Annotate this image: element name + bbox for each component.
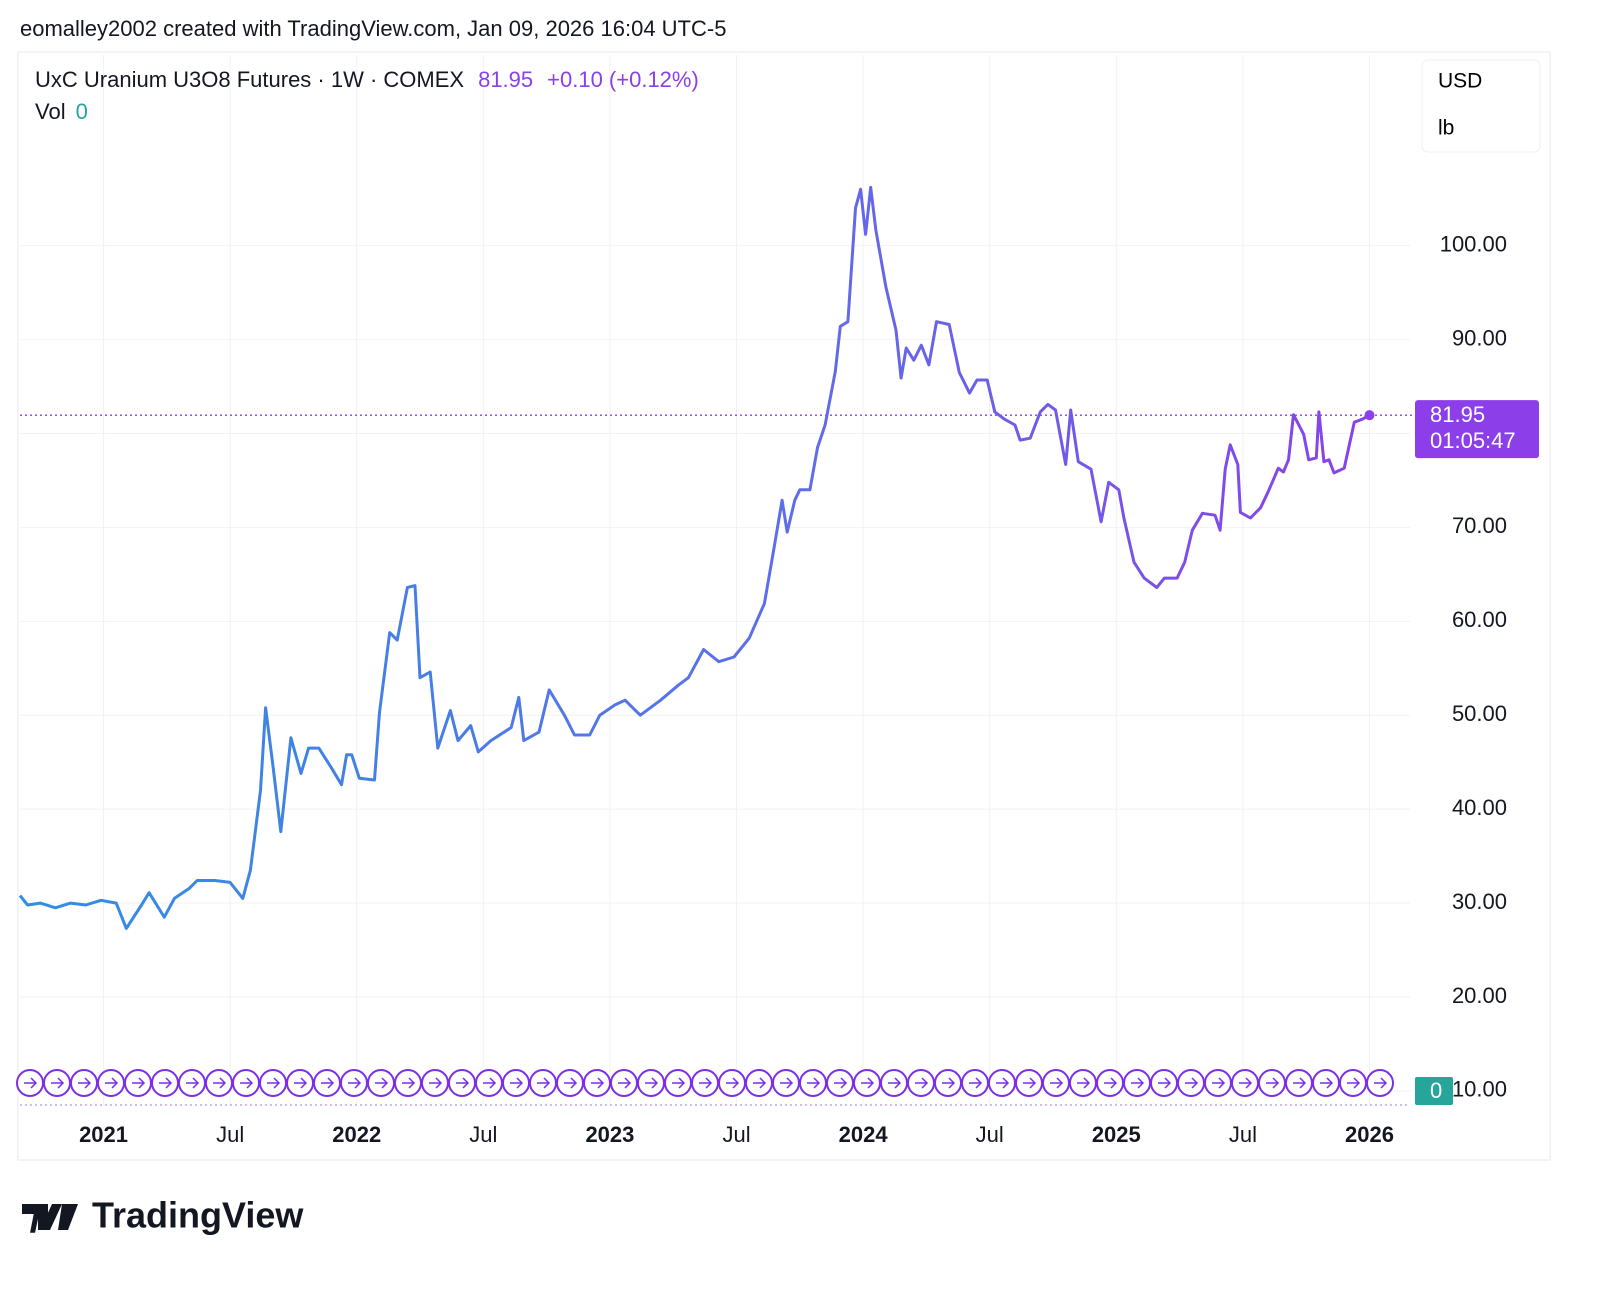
event-arrow [51, 1077, 65, 1089]
logo: TradingView [92, 1195, 304, 1236]
vol-badge-value: 0 [1430, 1078, 1442, 1103]
event-arrow [375, 1077, 389, 1089]
x-tick-label: 2025 [1092, 1122, 1141, 1147]
event-arrow [1158, 1077, 1172, 1089]
event-arrow [1320, 1077, 1334, 1089]
event-arrow [105, 1077, 119, 1089]
y-tick-label: 50.00 [1452, 701, 1507, 726]
event-arrow [1212, 1077, 1226, 1089]
event-arrow [294, 1077, 308, 1089]
event-arrow [1077, 1077, 1091, 1089]
chart-title: UxC Uranium U3O8 Futures · 1W · COMEX 81.… [35, 67, 699, 92]
event-arrow [1023, 1077, 1037, 1089]
event-arrow [591, 1077, 605, 1089]
x-tick-label: 2023 [585, 1122, 634, 1147]
event-arrow [1239, 1077, 1253, 1089]
event-arrow [618, 1077, 632, 1089]
event-arrow [1104, 1077, 1118, 1089]
event-arrow [1374, 1077, 1388, 1089]
chart-frame [17, 51, 1551, 1161]
price-badge [1415, 400, 1539, 459]
event-arrow [537, 1077, 551, 1089]
y-tick-label: 20.00 [1452, 983, 1507, 1008]
event-arrow [969, 1077, 983, 1089]
event-arrow [1293, 1077, 1307, 1089]
event-arrow [807, 1077, 821, 1089]
event-arrow [510, 1077, 524, 1089]
unit[interactable]: lb [1438, 117, 1454, 140]
event-arrow [1185, 1077, 1199, 1089]
price-badge-value: 81.95 [1430, 402, 1485, 427]
event-arrow [888, 1077, 902, 1089]
event-arrow [159, 1077, 173, 1089]
event-arrow [1131, 1077, 1145, 1089]
currency[interactable]: USD [1438, 70, 1482, 93]
vol-legend: Vol 0 [35, 99, 88, 124]
y-tick-label: 90.00 [1452, 325, 1507, 350]
event-arrow [78, 1077, 92, 1089]
event-arrow [942, 1077, 956, 1089]
last-price: 81.95 [478, 67, 533, 92]
y-tick-label: 40.00 [1452, 795, 1507, 820]
event-arrow [240, 1077, 254, 1089]
event-arrow [834, 1077, 848, 1089]
title: UxC Uranium U3O8 Futures · 1W · COMEX [35, 67, 464, 92]
event-arrow [483, 1077, 497, 1089]
event-arrow [780, 1077, 794, 1089]
y-tick-label: 10.00 [1452, 1077, 1507, 1102]
unit-box[interactable] [1421, 59, 1541, 153]
event-arrow [456, 1077, 470, 1089]
x-tick-label: 2022 [332, 1122, 381, 1147]
event-arrow [24, 1077, 38, 1089]
y-tick-label: 100.00 [1440, 231, 1507, 256]
event-arrow [429, 1077, 443, 1089]
event-arrow [564, 1077, 578, 1089]
event-arrow [321, 1077, 335, 1089]
x-tick-label: 2026 [1345, 1122, 1394, 1147]
change: +0.10 (+0.12%) [547, 67, 699, 92]
event-arrow [402, 1077, 416, 1089]
event-arrow [267, 1077, 281, 1089]
event-arrow [132, 1077, 146, 1089]
x-tick-label: 2021 [79, 1122, 128, 1147]
event-arrow [753, 1077, 767, 1089]
last-point [1364, 410, 1375, 421]
vol-value: 0 [76, 99, 88, 124]
y-tick-label: 70.00 [1452, 513, 1507, 538]
y-tick-label: 30.00 [1452, 889, 1507, 914]
event-arrow [645, 1077, 659, 1089]
vol-label: Vol [35, 99, 66, 124]
x-tick-label: Jul [216, 1122, 244, 1147]
y-tick-label: 60.00 [1452, 607, 1507, 632]
vol-badge [1415, 1077, 1453, 1105]
event-arrow [699, 1077, 713, 1089]
x-tick-label: 2024 [839, 1122, 889, 1147]
event-arrow [348, 1077, 362, 1089]
logo-icon [22, 1204, 78, 1230]
event-arrow [1050, 1077, 1064, 1089]
event-arrow [726, 1077, 740, 1089]
event-arrow [1266, 1077, 1280, 1089]
x-tick-label: Jul [976, 1122, 1004, 1147]
x-tick-label: Jul [722, 1122, 750, 1147]
price-line [18, 185, 1371, 930]
credit: eomalley2002 created with TradingView.co… [20, 16, 726, 41]
x-tick-label: Jul [1229, 1122, 1257, 1147]
event-arrow [915, 1077, 929, 1089]
event-arrow [186, 1077, 200, 1089]
event-arrow [861, 1077, 875, 1089]
price-badge-countdown: 01:05:47 [1430, 428, 1516, 453]
x-tick-label: Jul [469, 1122, 497, 1147]
event-arrow [1347, 1077, 1361, 1089]
event-arrow [996, 1077, 1010, 1089]
event-arrow [672, 1077, 686, 1089]
event-arrow [213, 1077, 227, 1089]
